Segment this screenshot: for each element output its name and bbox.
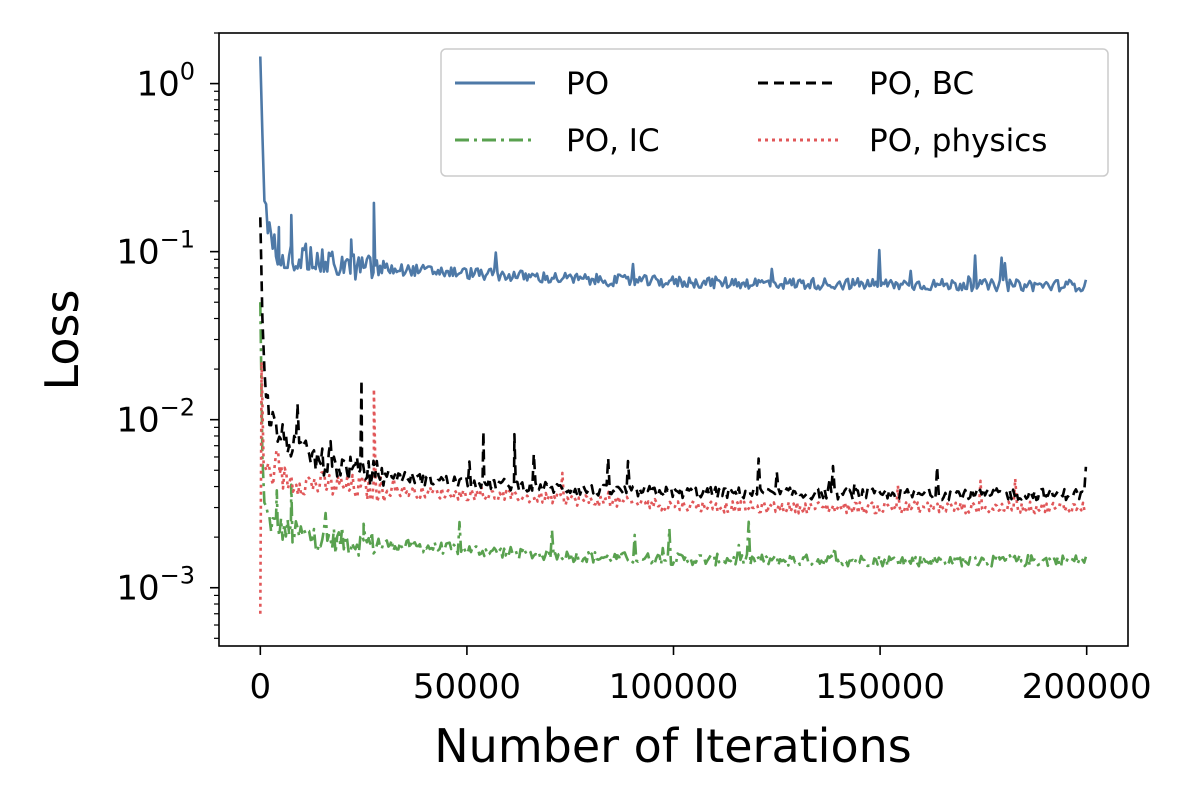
x-axis: 0 50000 100000 150000 200000 <box>249 646 1152 707</box>
series-layer <box>259 56 1088 614</box>
legend-label: PO, physics <box>869 123 1047 159</box>
y-axis: 10−3 10−2 10−1 100 <box>116 32 219 639</box>
legend-label: PO, BC <box>869 66 974 102</box>
x-tick-label: 200000 <box>1022 667 1152 707</box>
y-axis-title: Loss <box>35 290 89 391</box>
y-tick-label: 10−2 <box>116 394 195 441</box>
x-axis-title: Number of Iterations <box>434 719 911 773</box>
x-tick-label: 100000 <box>609 667 739 707</box>
x-tick-label: 50000 <box>413 667 521 707</box>
x-tick-label: 150000 <box>815 667 945 707</box>
x-tick-label: 0 <box>249 667 271 707</box>
y-tick-label: 10−3 <box>116 562 195 609</box>
legend: PO PO, BC PO, IC PO, physics <box>440 48 1109 177</box>
series-line-po-ic <box>259 302 1088 568</box>
series-line-po <box>259 56 1088 293</box>
y-tick-label: 100 <box>136 58 195 105</box>
legend-label: PO, IC <box>566 123 660 159</box>
legend-label: PO <box>566 66 609 102</box>
y-tick-label: 10−1 <box>116 226 195 273</box>
legend-box <box>440 48 1109 177</box>
series-line-po-physics <box>259 360 1087 614</box>
series-line-po-bc <box>259 217 1088 502</box>
